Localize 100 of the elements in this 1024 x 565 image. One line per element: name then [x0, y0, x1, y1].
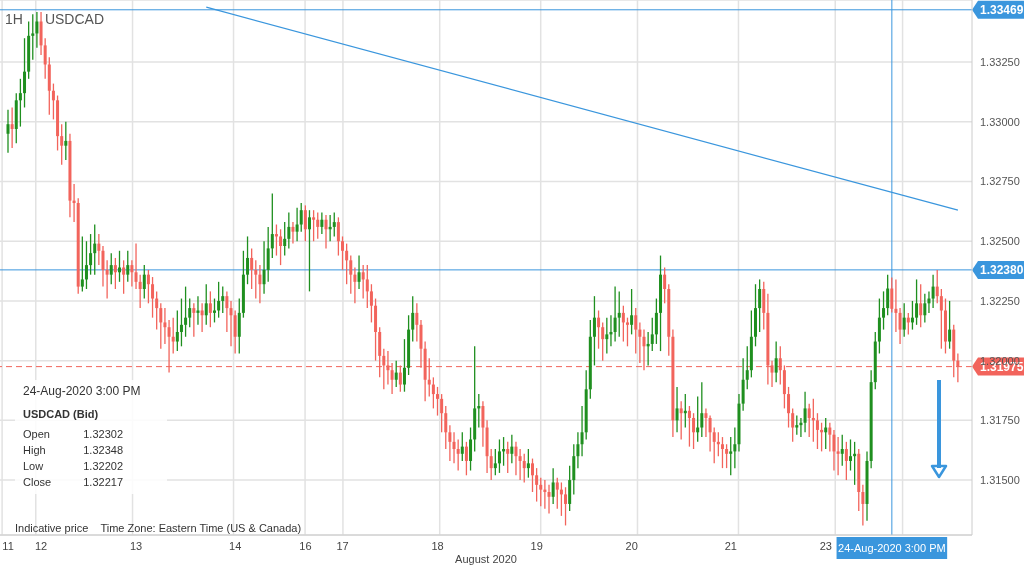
- candlestick: [758, 278, 762, 333]
- candlestick: [299, 202, 303, 233]
- candlestick: [650, 317, 654, 352]
- candlestick: [877, 297, 881, 355]
- candlestick: [597, 309, 601, 350]
- candlestick: [518, 448, 522, 481]
- candlestick: [890, 276, 894, 314]
- candlestick: [283, 221, 287, 257]
- candlestick: [621, 305, 625, 343]
- candlestick: [431, 376, 435, 410]
- candlestick: [18, 78, 22, 128]
- candlestick: [184, 285, 188, 338]
- candlestick: [357, 254, 361, 290]
- candlestick: [291, 221, 295, 245]
- candlestick: [436, 386, 440, 417]
- x-tick-label: 20: [625, 540, 638, 552]
- candlestick: [539, 477, 543, 507]
- y-tick-label: 1.33250: [980, 56, 1020, 68]
- candlestick: [659, 254, 663, 352]
- candlestick: [522, 453, 526, 484]
- annotation: 1.32202: [83, 459, 123, 474]
- candlestick: [464, 441, 468, 476]
- candlestick: [687, 405, 691, 448]
- candlestick: [745, 345, 749, 390]
- candlestick: [303, 204, 307, 242]
- candlestick: [10, 106, 14, 149]
- candlestick: [894, 278, 898, 333]
- candlestick: [287, 211, 291, 250]
- annotation: USDCAD (Bid): [23, 408, 100, 420]
- candlestick: [23, 37, 27, 109]
- candlestick: [212, 297, 216, 324]
- candlestick: [469, 426, 473, 472]
- candlestick: [80, 235, 84, 293]
- candlestick: [902, 302, 906, 338]
- x-tick-label: 12: [34, 540, 48, 552]
- annotation: Time Zone: Eastern Time (US & Canada): [100, 522, 302, 534]
- candlestick: [262, 240, 266, 295]
- ref-line-label: 1.33469: [980, 3, 1024, 18]
- candlestick: [630, 288, 634, 336]
- candlestick: [741, 357, 745, 412]
- annotation: 1.32348: [83, 443, 123, 458]
- y-tick-label: 1.33000: [980, 115, 1020, 128]
- candlestick: [440, 393, 444, 433]
- candlestick: [402, 338, 406, 393]
- candlestick: [60, 123, 64, 166]
- candlestick: [898, 307, 902, 345]
- candlestick: [729, 436, 733, 476]
- candlestick: [316, 211, 320, 240]
- candlestick: [394, 360, 398, 388]
- annotation: 24-Aug-2020 3:00 PM: [23, 384, 142, 398]
- candlestick: [708, 414, 712, 453]
- candlestick: [848, 438, 852, 472]
- y-tick-label: 1.32750: [980, 175, 1020, 188]
- candlestick: [555, 477, 559, 510]
- x-tick-label: 21: [724, 540, 737, 552]
- candlestick: [844, 441, 848, 481]
- candlestick: [882, 290, 886, 331]
- candlestick: [43, 37, 47, 80]
- x-axis-title: August 2020: [455, 553, 517, 565]
- candlestick: [489, 448, 493, 481]
- candlestick: [923, 293, 927, 324]
- x-tick-label: 17: [336, 540, 349, 552]
- candlestick: [592, 295, 596, 367]
- candlestick: [803, 391, 807, 433]
- candlestick: [307, 209, 311, 293]
- candlestick: [791, 407, 795, 443]
- candlestick: [638, 321, 642, 364]
- annotation: Low: [23, 459, 44, 474]
- ref-line-label: 1.32380: [980, 263, 1024, 278]
- candlestick: [345, 242, 349, 285]
- candlestick: [258, 264, 262, 304]
- candlestick: [233, 309, 237, 355]
- candlestick: [704, 407, 708, 438]
- y-tick-label: 1.31500: [980, 473, 1020, 486]
- candlestick: [336, 216, 340, 257]
- candlestick: [762, 281, 766, 331]
- candlestick: [134, 242, 138, 290]
- candlestick: [675, 386, 679, 433]
- candlestick: [915, 278, 919, 326]
- candlestick: [886, 274, 890, 316]
- candlestick: [411, 295, 415, 343]
- candlestick: [31, 13, 35, 61]
- x-tick-label: 13: [129, 540, 143, 552]
- candlestick: [146, 269, 150, 304]
- candlestick: [295, 207, 299, 242]
- candlestick: [353, 266, 357, 304]
- candlestick: [130, 259, 134, 288]
- candlestick: [142, 264, 146, 300]
- candlestick: [807, 402, 811, 438]
- candlestick: [105, 259, 109, 300]
- candlestick: [568, 465, 572, 512]
- candlestick: [221, 285, 225, 314]
- candlestick: [939, 288, 943, 350]
- candlestick: [654, 297, 658, 345]
- candlestick: [188, 297, 192, 328]
- annotation: 1.32302: [83, 427, 123, 442]
- x-tick-label: 23: [819, 540, 832, 552]
- candlestick: [530, 457, 534, 493]
- candlestick: [200, 302, 204, 333]
- candlestick: [155, 290, 159, 331]
